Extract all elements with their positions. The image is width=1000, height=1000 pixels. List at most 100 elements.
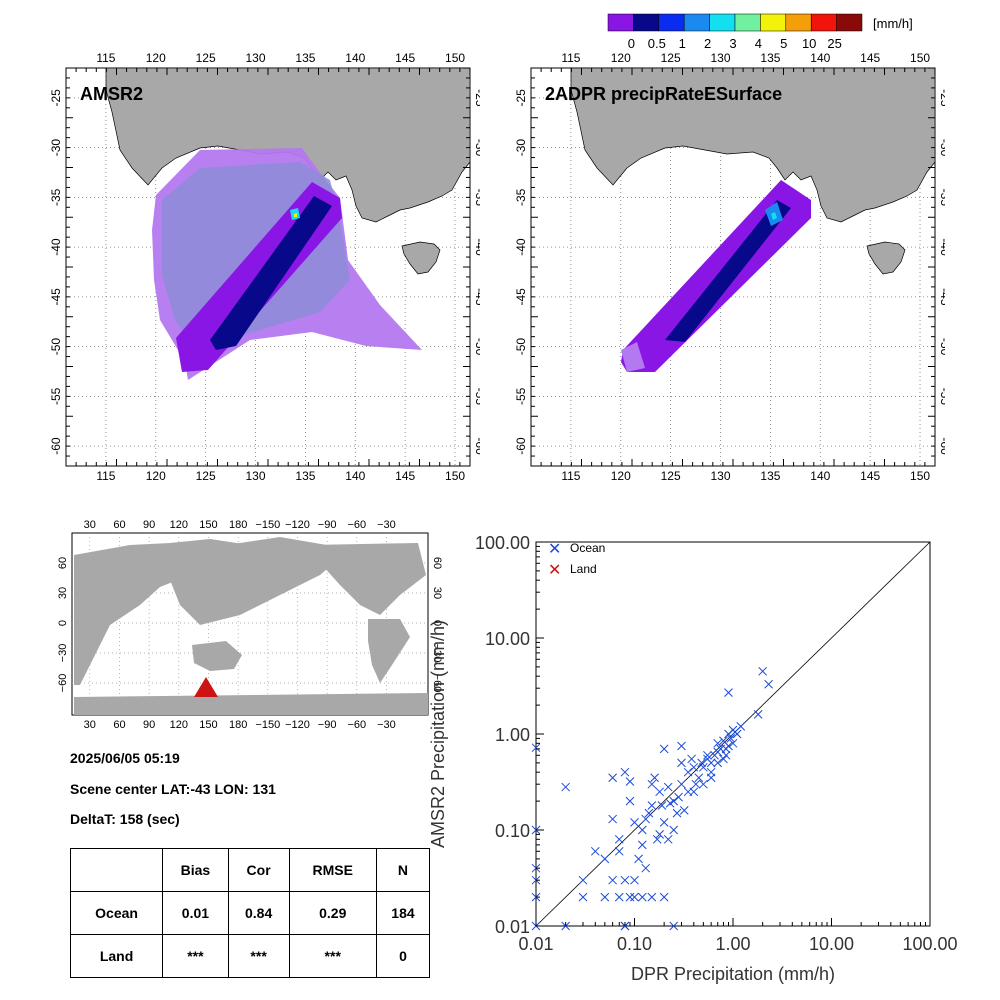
lat-tick-label: -35 — [938, 189, 945, 207]
dpr-swath-right-edge — [621, 342, 645, 372]
stats-header-cell: Cor — [227, 848, 290, 892]
world-lat-label: 30 — [57, 587, 69, 599]
lat-tick-label: -45 — [50, 288, 63, 306]
scatter-point-stroke — [719, 754, 728, 764]
scatter-point — [697, 758, 706, 768]
world-lat-label: −60 — [431, 674, 443, 693]
colorbar-swatch — [836, 13, 863, 32]
legend-land-marker: ✕ — [548, 562, 561, 579]
lat-tick-label: -40 — [938, 238, 945, 256]
lat-tick-label: -35 — [473, 189, 480, 207]
scatter-point-stroke — [689, 762, 699, 772]
lon-tick-label: 145 — [395, 469, 415, 483]
scene-center: Scene center LAT:-43 LON: 131 — [70, 781, 276, 797]
scatter-point-stroke — [694, 773, 704, 783]
scatter-point-stroke — [677, 758, 686, 768]
lon-tick-label: 135 — [295, 469, 315, 483]
scatter-point-stroke — [687, 754, 696, 764]
ocean-points — [531, 666, 773, 931]
scatter-point — [657, 801, 667, 810]
stats-cell: Land — [69, 934, 164, 978]
scatter-point-stroke — [659, 744, 669, 754]
lon-tick-label: 145 — [860, 469, 880, 483]
scatter-point — [647, 892, 657, 902]
world-lon-label: 180 — [229, 519, 247, 531]
scatter-point-stroke — [758, 666, 768, 676]
scatter-point — [647, 801, 657, 810]
scatter-point-stroke — [608, 814, 618, 824]
scatter-point — [637, 825, 647, 835]
scatter-point-stroke — [724, 688, 733, 697]
lat-tick-label: -45 — [515, 288, 528, 306]
scatter-point-stroke — [634, 854, 643, 864]
lon-tick-label: 150 — [910, 469, 930, 483]
scatter-point-stroke — [713, 738, 723, 748]
lat-ticks-left: -25 -30 -35 -40 -45 -50 -55 -60 — [50, 89, 63, 455]
colorbar-label: 2 — [704, 36, 711, 51]
scatter-point-stroke — [655, 830, 664, 839]
scatter-point — [679, 806, 689, 815]
colorbar-swatches — [607, 13, 863, 32]
scatter-point — [531, 743, 541, 753]
lat-tick-label: -25 — [473, 89, 480, 107]
lon-tick-label: 130 — [711, 469, 731, 483]
y-axis-label: AMSR2 Precipitation (mm/h) — [428, 620, 448, 848]
colorbar-label: 1 — [679, 36, 686, 51]
scatter-point — [694, 773, 704, 783]
world-lat-ticks-right: 60 30 0 −30 −60 — [431, 557, 443, 692]
world-lat-label: −30 — [57, 644, 69, 663]
lon-tick-label: 150 — [445, 469, 465, 483]
scatter-point — [637, 892, 647, 902]
scatter-point — [620, 767, 630, 777]
lat-ticks-left: -25 -30 -35 -40 -45 -50 -55 -60 — [515, 89, 528, 455]
scatter-point — [637, 840, 647, 850]
stats-cell: *** — [162, 934, 229, 978]
lat-tick-label: -60 — [515, 437, 528, 455]
y-tick-label: 1.00 — [495, 725, 530, 745]
colorbar-swatch — [658, 13, 685, 32]
stats-cell: 0.01 — [162, 891, 229, 935]
world-lon-label: 150 — [199, 719, 217, 731]
scatter-point — [758, 666, 768, 676]
lon-tick-label: 125 — [196, 469, 216, 483]
scatter-point — [687, 754, 696, 764]
world-lon-label: −30 — [377, 719, 396, 731]
lat-tick-label: -45 — [938, 288, 945, 306]
x-tick-labels: 0.01 0.10 1.00 10.00 100.00 — [518, 934, 957, 954]
scatter-point-stroke — [641, 814, 651, 824]
world-lon-label: 60 — [113, 719, 125, 731]
scatter-point — [659, 818, 669, 827]
scatter-point — [706, 767, 716, 777]
scatter-point — [625, 892, 635, 902]
lat-tick-label: -30 — [50, 139, 63, 157]
world-lon-label: −30 — [377, 519, 396, 531]
scatter-point-stroke — [706, 758, 716, 768]
antarctica-land — [74, 693, 428, 715]
world-lon-label: −60 — [347, 519, 366, 531]
scatter-point — [689, 787, 699, 797]
scatter-point — [677, 758, 686, 768]
world-lon-label: 30 — [84, 519, 96, 531]
world-lon-label: −120 — [285, 719, 310, 731]
scatter-point-stroke — [697, 758, 706, 768]
scatter-point — [655, 787, 664, 797]
world-lon-label: 120 — [170, 719, 188, 731]
scatter-point-stroke — [663, 834, 673, 844]
lon-tick-label: 140 — [810, 51, 830, 65]
stats-cell: *** — [227, 934, 290, 978]
scatter-point-stroke — [600, 854, 610, 864]
asia-land — [160, 537, 350, 625]
scatter-point-stroke — [625, 777, 635, 786]
scatter-point-stroke — [614, 846, 624, 856]
colorbar-swatch — [607, 13, 634, 32]
y-tick-label: 0.10 — [495, 821, 530, 841]
scatter-point-stroke — [578, 875, 588, 885]
colorbar-label: 4 — [755, 36, 762, 51]
dpr-core-right — [665, 200, 791, 342]
datetime: 2025/06/05 05:19 — [70, 750, 180, 766]
world-lon-label: −150 — [255, 719, 280, 731]
y-tick-labels: 0.01 0.10 1.00 10.00 100.00 — [475, 533, 530, 937]
scatter-point-stroke — [600, 892, 610, 902]
scatter-point — [620, 875, 630, 885]
scatter-point — [721, 750, 731, 760]
